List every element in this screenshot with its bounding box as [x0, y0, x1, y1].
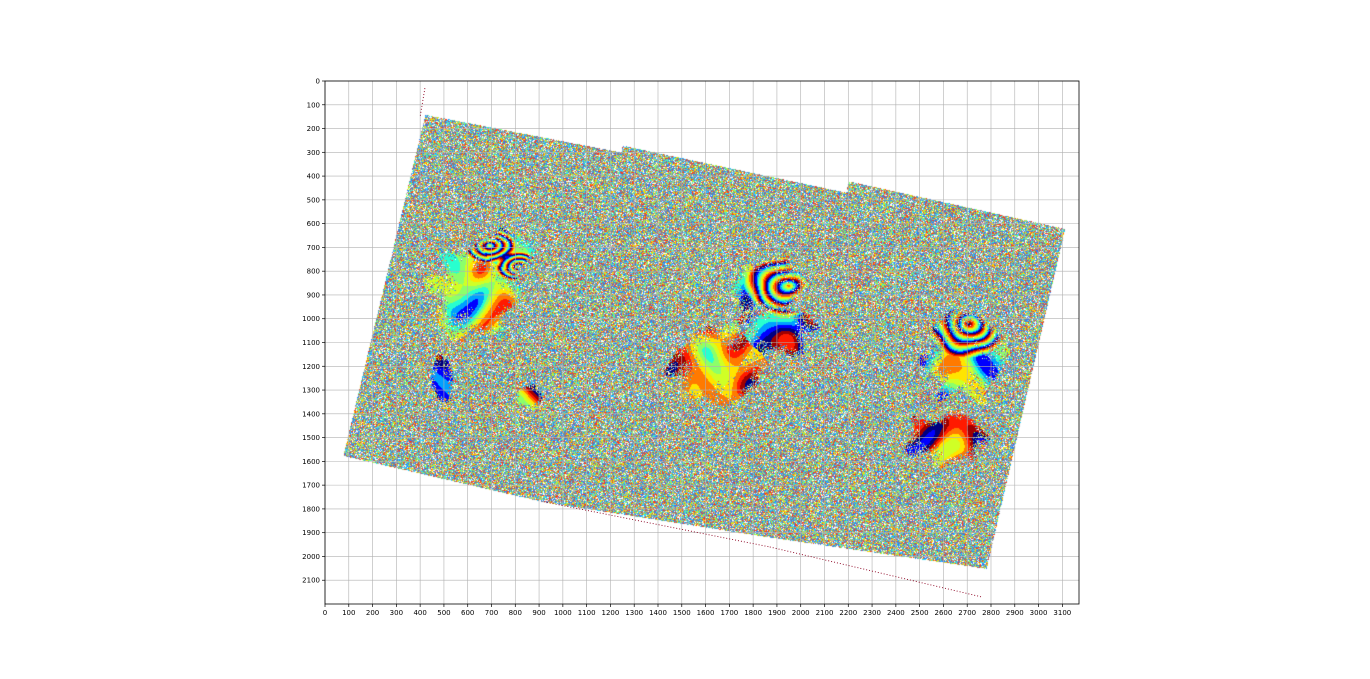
x-tick-label: 1500 [673, 609, 691, 617]
y-tick-label: 1700 [302, 482, 320, 490]
x-tick-label: 1000 [554, 609, 572, 617]
x-tick-label: 2900 [1006, 609, 1024, 617]
y-tick-label: 200 [307, 125, 320, 133]
y-tick-label: 900 [307, 291, 320, 299]
x-tick-label: 1100 [578, 609, 596, 617]
y-tick-label: 1800 [302, 505, 320, 513]
x-tick-label: 1300 [625, 609, 643, 617]
x-tick-label: 1800 [744, 609, 762, 617]
y-tick-label: 0 [316, 78, 320, 86]
orbit-track-lines [419, 88, 982, 598]
x-tick-label: 3100 [1053, 609, 1071, 617]
y-tick-label: 300 [307, 149, 320, 157]
x-tick-label: 1400 [649, 609, 667, 617]
x-tick-label: 200 [366, 609, 379, 617]
y-tick-label: 1600 [302, 458, 320, 466]
x-tick-label: 1700 [720, 609, 738, 617]
x-tick-label: 1600 [697, 609, 715, 617]
y-tick-label: 700 [307, 244, 320, 252]
x-tick-label: 2000 [792, 609, 810, 617]
y-tick-label: 100 [307, 101, 320, 109]
y-tick-label: 1300 [302, 387, 320, 395]
x-axis: 0 100 200 300 400 500 600 700 800 900 1000 1100 1200… [323, 604, 1071, 617]
x-tick-label: 900 [532, 609, 545, 617]
y-tick-label: 500 [307, 196, 320, 204]
y-axis: 0 100 200 300 400 500 600 700 800 900 1000 1100 1200… [302, 78, 325, 585]
y-tick-label: 1000 [302, 315, 320, 323]
x-tick-label: 1200 [602, 609, 620, 617]
x-tick-label: 2500 [911, 609, 929, 617]
y-tick-label: 400 [307, 173, 320, 181]
x-tick-label: 2400 [887, 609, 905, 617]
x-tick-label: 600 [461, 609, 474, 617]
x-tick-label: 800 [509, 609, 522, 617]
x-tick-label: 2200 [839, 609, 857, 617]
x-tick-label: 2800 [982, 609, 1000, 617]
y-tick-label: 1400 [302, 410, 320, 418]
x-tick-label: 500 [437, 609, 450, 617]
x-tick-label: 2600 [935, 609, 953, 617]
y-tick-label: 2000 [302, 553, 320, 561]
y-tick-label: 1100 [302, 339, 320, 347]
y-tick-label: 1500 [302, 434, 320, 442]
y-tick-label: 2100 [302, 577, 320, 585]
x-tick-label: 700 [485, 609, 498, 617]
x-tick-label: 300 [390, 609, 403, 617]
y-tick-label: 800 [307, 268, 320, 276]
y-tick-label: 1200 [302, 363, 320, 371]
x-tick-label: 2300 [863, 609, 881, 617]
x-tick-label: 400 [413, 609, 426, 617]
x-tick-label: 1900 [768, 609, 786, 617]
orbit-track-line [769, 546, 982, 598]
x-tick-label: 2100 [816, 609, 834, 617]
x-tick-label: 0 [323, 609, 327, 617]
x-tick-label: 100 [342, 609, 355, 617]
orbit-track-line [419, 88, 426, 117]
x-tick-label: 2700 [958, 609, 976, 617]
orbit-track-line [543, 501, 770, 548]
y-tick-label: 1900 [302, 529, 320, 537]
y-tick-label: 600 [307, 220, 320, 228]
x-tick-label: 3000 [1030, 609, 1048, 617]
